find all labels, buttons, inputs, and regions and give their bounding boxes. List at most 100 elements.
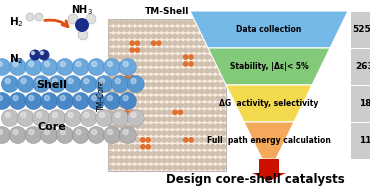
Circle shape (189, 117, 194, 121)
Circle shape (17, 109, 34, 126)
Circle shape (13, 95, 18, 101)
Circle shape (211, 138, 215, 142)
Circle shape (200, 158, 204, 163)
Circle shape (125, 152, 129, 156)
Circle shape (141, 89, 145, 94)
Circle shape (157, 145, 161, 149)
Circle shape (205, 76, 209, 80)
Circle shape (162, 96, 166, 101)
Circle shape (119, 89, 124, 94)
Circle shape (211, 103, 215, 108)
Circle shape (5, 112, 10, 118)
Circle shape (162, 41, 166, 45)
Circle shape (216, 69, 220, 73)
Circle shape (114, 82, 118, 87)
Circle shape (151, 96, 156, 101)
Circle shape (178, 27, 183, 32)
Circle shape (17, 75, 34, 92)
Circle shape (189, 20, 194, 25)
Circle shape (151, 89, 156, 94)
Circle shape (184, 41, 188, 45)
Circle shape (141, 76, 145, 80)
Circle shape (173, 76, 177, 80)
Circle shape (135, 55, 140, 59)
Circle shape (211, 69, 215, 73)
Circle shape (146, 131, 151, 135)
Circle shape (211, 20, 215, 25)
Circle shape (125, 158, 129, 163)
Circle shape (157, 131, 161, 135)
Circle shape (119, 59, 136, 75)
Circle shape (178, 124, 183, 128)
Circle shape (168, 41, 172, 45)
Circle shape (168, 131, 172, 135)
Circle shape (125, 82, 129, 87)
Circle shape (119, 69, 124, 73)
Circle shape (216, 89, 220, 94)
Circle shape (184, 82, 188, 87)
Circle shape (0, 59, 10, 75)
Circle shape (184, 62, 188, 66)
Circle shape (189, 152, 194, 156)
Circle shape (29, 95, 34, 101)
Circle shape (173, 34, 177, 39)
Circle shape (178, 41, 183, 45)
Circle shape (146, 145, 151, 149)
Circle shape (157, 62, 161, 66)
Circle shape (173, 131, 177, 135)
Circle shape (168, 82, 172, 87)
Circle shape (211, 48, 215, 52)
Circle shape (135, 145, 140, 149)
Circle shape (41, 59, 58, 75)
Polygon shape (208, 48, 330, 85)
Circle shape (76, 95, 81, 101)
Circle shape (211, 131, 215, 135)
Circle shape (114, 34, 118, 39)
Circle shape (205, 131, 209, 135)
Circle shape (146, 82, 151, 87)
Circle shape (162, 110, 166, 115)
Circle shape (162, 165, 166, 170)
Text: NH$_3$: NH$_3$ (71, 3, 93, 17)
Circle shape (178, 145, 183, 149)
Circle shape (168, 69, 172, 73)
Circle shape (146, 165, 151, 170)
Text: TM-Shell: TM-Shell (145, 8, 189, 16)
Circle shape (29, 61, 34, 67)
Circle shape (41, 92, 58, 109)
Circle shape (194, 103, 199, 108)
Circle shape (173, 69, 177, 73)
Circle shape (173, 62, 177, 66)
Text: 263: 263 (356, 62, 370, 71)
Circle shape (119, 103, 124, 108)
Circle shape (125, 41, 129, 45)
Circle shape (141, 110, 145, 115)
Polygon shape (190, 11, 348, 48)
Circle shape (221, 103, 226, 108)
Circle shape (157, 165, 161, 170)
Circle shape (216, 158, 220, 163)
Circle shape (130, 82, 134, 87)
Circle shape (216, 82, 220, 87)
Circle shape (178, 69, 183, 73)
Circle shape (135, 69, 140, 73)
Circle shape (135, 138, 140, 142)
Circle shape (221, 117, 226, 121)
Circle shape (135, 103, 140, 108)
Circle shape (162, 152, 166, 156)
Circle shape (216, 124, 220, 128)
Circle shape (123, 95, 128, 101)
Circle shape (221, 76, 226, 80)
Circle shape (141, 55, 145, 59)
Text: 11: 11 (359, 136, 370, 145)
Text: Design core-shell catalysts: Design core-shell catalysts (166, 173, 344, 186)
Circle shape (173, 20, 177, 25)
Circle shape (221, 20, 226, 25)
Circle shape (216, 152, 220, 156)
Circle shape (162, 69, 166, 73)
Circle shape (104, 126, 121, 143)
Circle shape (157, 48, 161, 52)
Circle shape (205, 82, 209, 87)
Circle shape (114, 131, 118, 135)
Circle shape (221, 89, 226, 94)
